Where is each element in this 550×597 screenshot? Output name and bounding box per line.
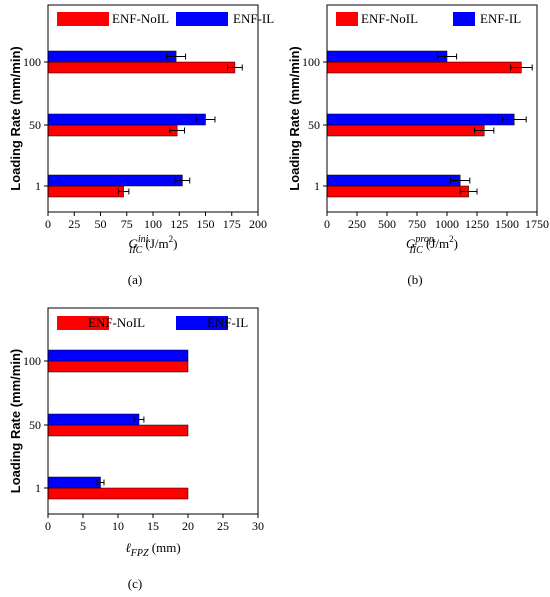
legend-label-enf-il: ENF-IL xyxy=(207,315,248,330)
y-category-label: 100 xyxy=(23,354,41,368)
y-category-label: 100 xyxy=(23,55,41,69)
bar-enf-noil-50 xyxy=(47,124,178,137)
error-bar xyxy=(474,127,495,134)
x-tick-label: 75 xyxy=(121,217,133,231)
y-category-label: 50 xyxy=(29,118,41,132)
y-category-label: 50 xyxy=(308,118,320,132)
bar-enf-il-100 xyxy=(326,50,448,63)
bar-enf-il-50 xyxy=(47,113,206,126)
x-tick-label: 175 xyxy=(223,217,241,231)
bar-enf-noil-50 xyxy=(47,424,189,437)
error-bar xyxy=(174,177,191,184)
error-bar xyxy=(96,479,105,486)
legend-label-enf-il: ENF-IL xyxy=(233,11,274,26)
y-category-label: 100 xyxy=(302,55,320,69)
error-bar xyxy=(459,188,478,195)
x-tick-label: 150 xyxy=(197,217,215,231)
x-tick-label: 5 xyxy=(80,519,86,533)
legend-label-enf-noil: ENF-NoIL xyxy=(112,11,169,26)
x-tick-label: 15 xyxy=(147,519,159,533)
error-bar xyxy=(133,416,145,423)
error-bar xyxy=(195,116,216,123)
x-tick-label: 25 xyxy=(217,519,229,533)
x-tick-label: 200 xyxy=(249,217,267,231)
bar-enf-noil-1 xyxy=(47,185,124,198)
legend-swatch-enf-il xyxy=(176,316,228,330)
x-tick-label: 250 xyxy=(348,217,366,231)
x-tick-label: 10 xyxy=(112,519,124,533)
bar-enf-il-1 xyxy=(47,174,183,187)
bar-enf-noil-100 xyxy=(47,360,189,373)
x-tick-label: 1750 xyxy=(525,217,549,231)
bar-enf-il-1 xyxy=(326,174,461,187)
x-axis-label: ℓFPZ (mm) xyxy=(125,540,180,559)
legend-label-enf-noil: ENF-NoIL xyxy=(361,11,418,26)
panel-label: (b) xyxy=(407,272,422,287)
chart-panel-3: ENF-NoIL ENF-IL 0 5 10 15 20 25 30 1 50 100Loading … xyxy=(8,307,264,591)
chart-panel-2: ENF-NoIL ENF-IL 0 250 500 750 1000 1250 1500 1750… xyxy=(287,4,549,287)
x-tick-label: 1500 xyxy=(495,217,519,231)
x-tick-label: 125 xyxy=(170,217,188,231)
y-category-label: 1 xyxy=(35,179,41,193)
error-bar xyxy=(436,53,458,60)
x-tick-label: 1000 xyxy=(435,217,459,231)
bar-enf-noil-1 xyxy=(326,185,469,198)
bar-enf-noil-100 xyxy=(47,61,236,74)
legend-swatch-enf-il xyxy=(453,12,475,26)
chart-panel-1: ENF-NoIL ENF-IL0 25 50 75 100 125 150 175 2001501… xyxy=(8,4,274,287)
legend-swatch-enf-noil xyxy=(57,316,109,330)
error-bar xyxy=(117,188,130,195)
x-axis-label: Gprop. IIC (J/m2) xyxy=(406,234,458,256)
error-bar xyxy=(166,53,187,60)
y-category-label: 1 xyxy=(35,481,41,495)
x-tick-label: 1250 xyxy=(465,217,489,231)
legend-label-enf-noil: ENF-NoIL xyxy=(88,315,145,330)
legend-swatch-enf-il xyxy=(176,12,228,26)
panel-label: (a) xyxy=(128,272,142,287)
error-bar xyxy=(510,64,533,71)
error-bar xyxy=(169,127,185,134)
legend-swatch-enf-noil xyxy=(336,12,358,26)
x-axis-label: Gini. IIC (J/m2) xyxy=(128,234,178,256)
bar-enf-noil-100 xyxy=(326,61,522,74)
panel-label: (c) xyxy=(128,576,142,591)
bar-enf-il-100 xyxy=(47,349,189,362)
x-tick-label: 20 xyxy=(182,519,194,533)
bar-enf-noil-50 xyxy=(326,124,485,137)
y-axis-label: Loading Rate (mm/min) xyxy=(8,349,23,493)
x-tick-label: 100 xyxy=(144,217,162,231)
x-tick-label: 25 xyxy=(68,217,80,231)
x-tick-label: 50 xyxy=(95,217,107,231)
legend-swatch-enf-noil xyxy=(57,12,109,26)
error-bar xyxy=(227,64,243,71)
bar-enf-il-50 xyxy=(326,113,515,126)
x-tick-label: 500 xyxy=(378,217,396,231)
bar-enf-il-100 xyxy=(47,50,177,63)
x-tick-label: 30 xyxy=(252,519,264,533)
bar-enf-il-1 xyxy=(47,476,101,489)
x-tick-label: 750 xyxy=(408,217,426,231)
y-category-label: 1 xyxy=(314,179,320,193)
y-category-label: 50 xyxy=(29,418,41,432)
y-axis-label: Loading Rate (mm/min) xyxy=(8,46,23,190)
legend-label-enf-il: ENF-IL xyxy=(480,11,521,26)
x-tick-label: 0 xyxy=(324,217,330,231)
error-bar xyxy=(450,177,471,184)
x-tick-label: 0 xyxy=(45,519,51,533)
error-bar xyxy=(501,116,527,123)
plot-frame xyxy=(326,4,538,213)
x-tick-label: 0 xyxy=(45,217,51,231)
y-axis-label: Loading Rate (mm/min) xyxy=(287,46,302,190)
bar-enf-il-50 xyxy=(47,413,140,426)
bar-enf-noil-1 xyxy=(47,487,189,500)
